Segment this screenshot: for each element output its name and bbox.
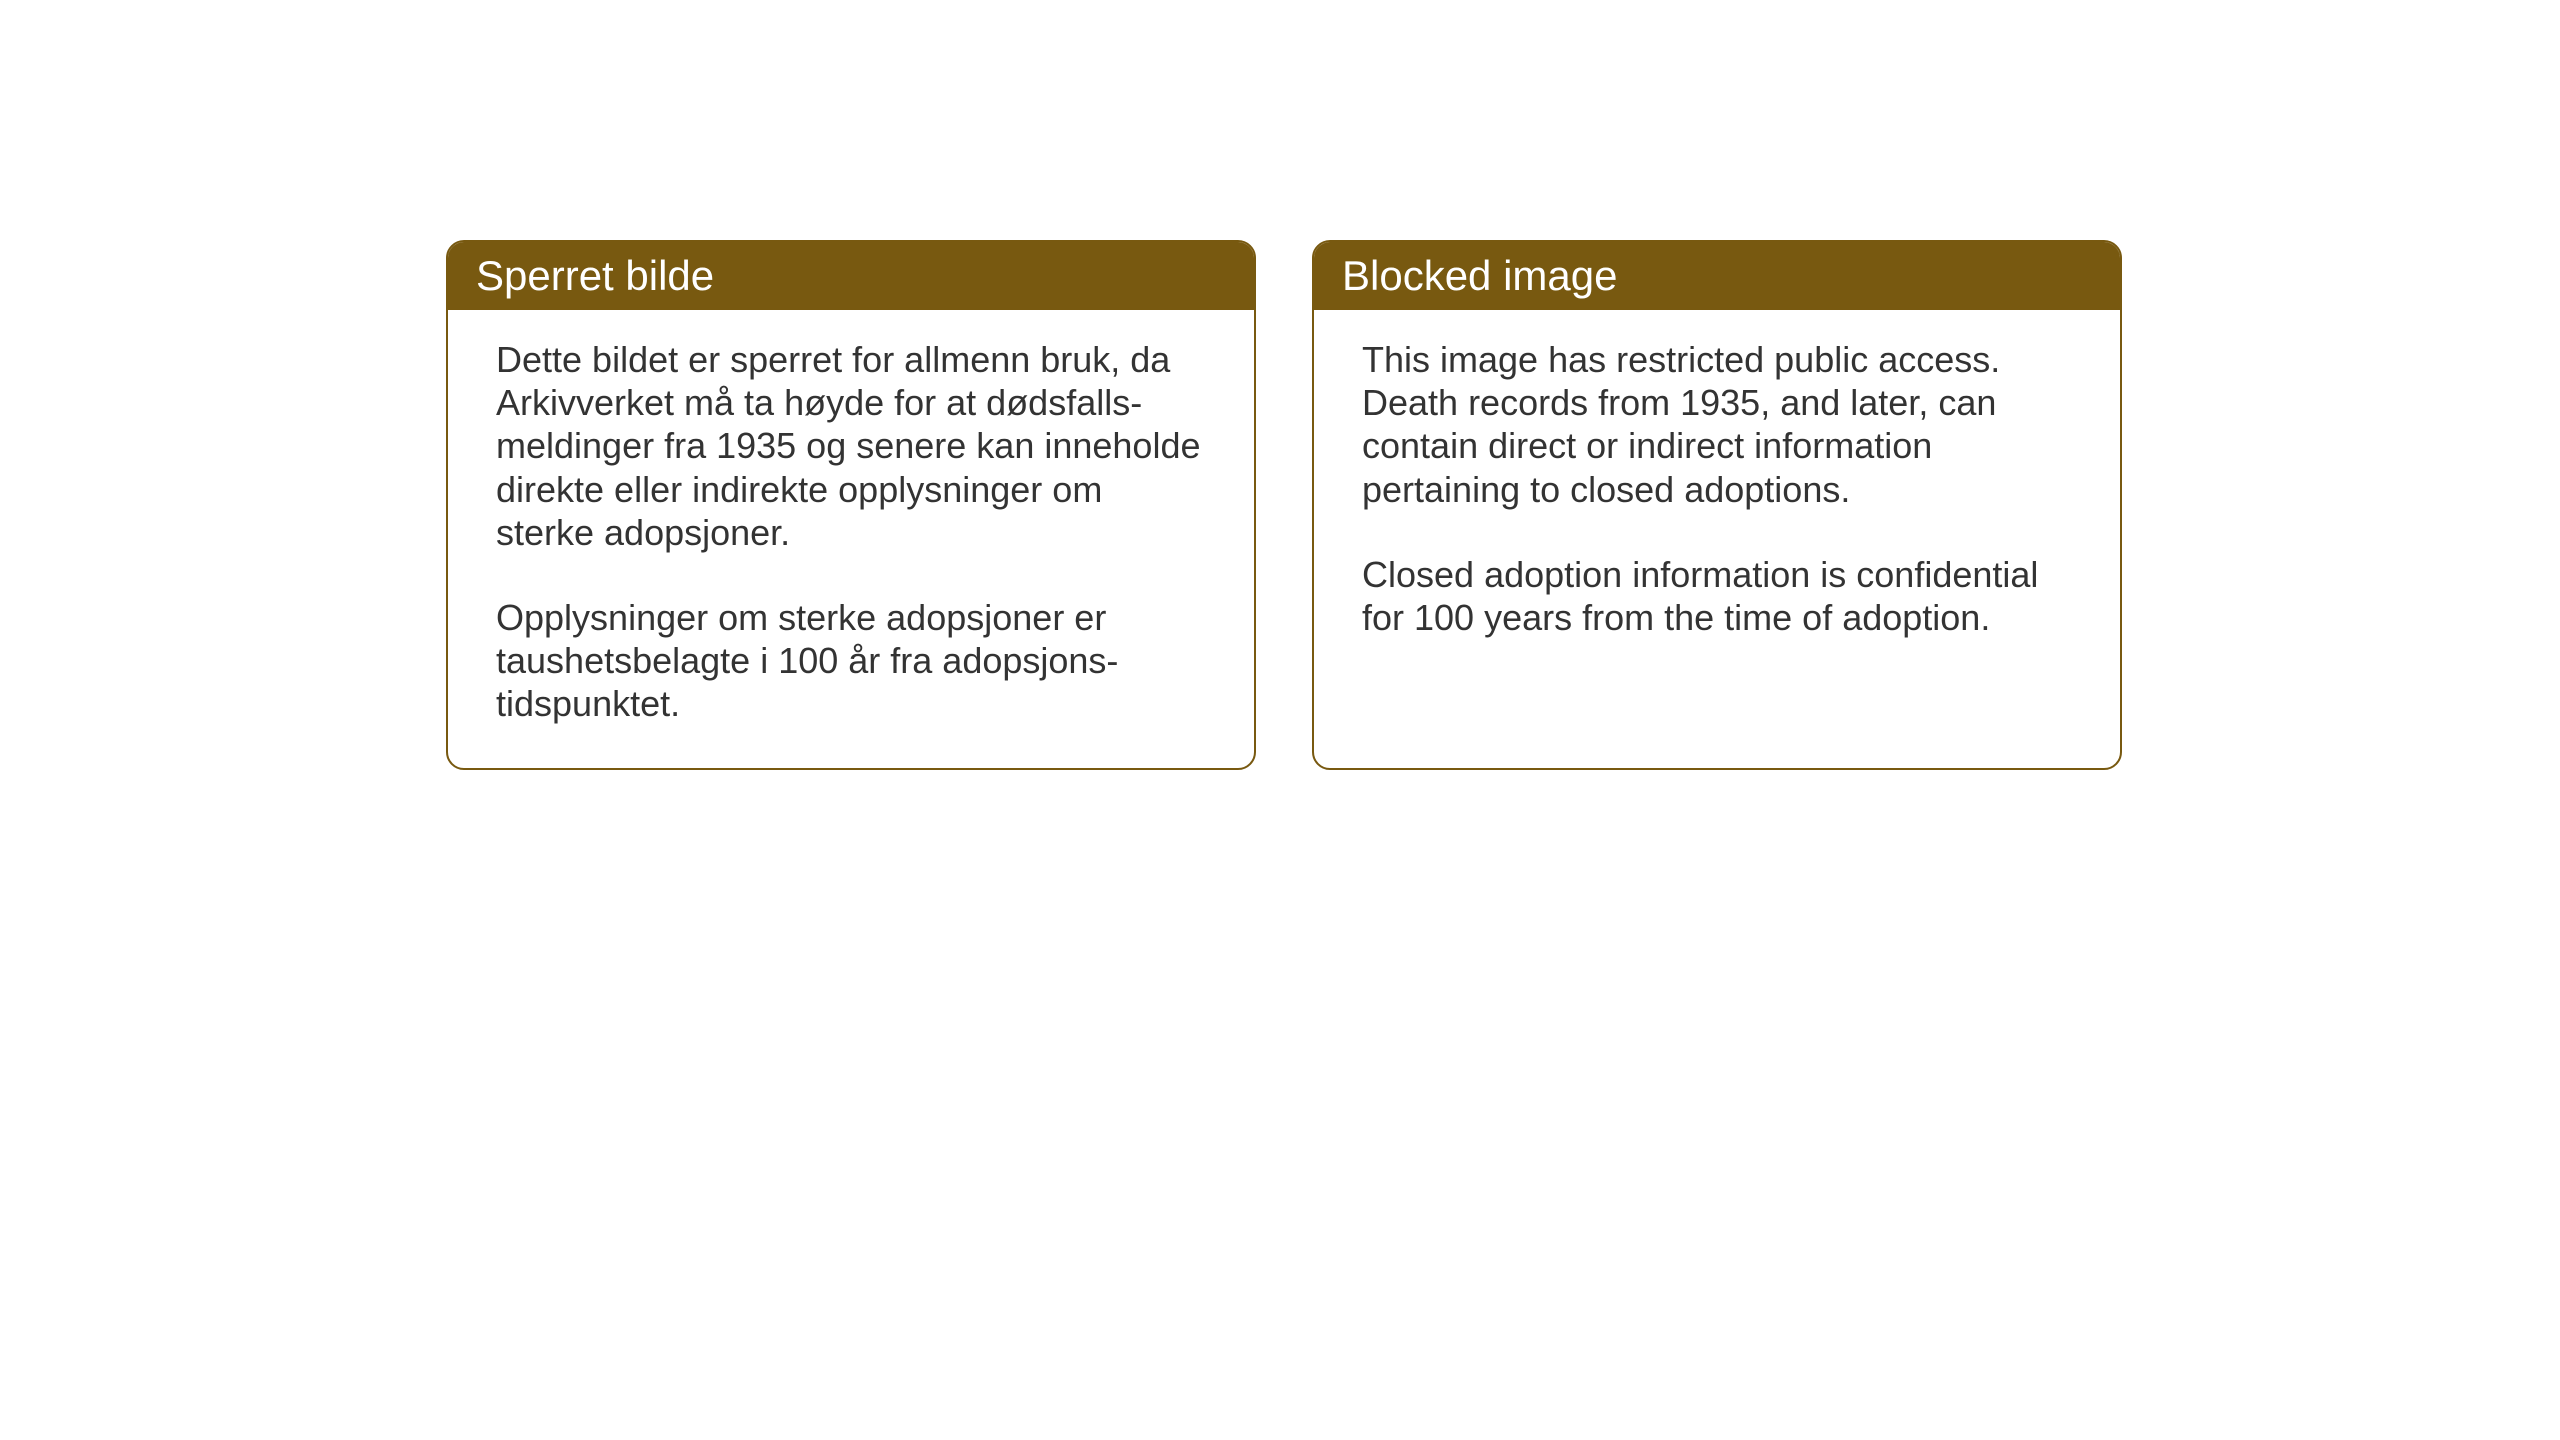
- card-norwegian: Sperret bilde Dette bildet er sperret fo…: [446, 240, 1256, 770]
- card-title-norwegian: Sperret bilde: [476, 252, 1226, 300]
- card-header-norwegian: Sperret bilde: [448, 242, 1254, 310]
- card-paragraph-2-english: Closed adoption information is confident…: [1362, 553, 2072, 639]
- card-body-english: This image has restricted public access.…: [1314, 310, 2120, 681]
- card-paragraph-2-norwegian: Opplysninger om sterke adopsjoner er tau…: [496, 596, 1206, 726]
- cards-container: Sperret bilde Dette bildet er sperret fo…: [446, 240, 2122, 770]
- card-body-norwegian: Dette bildet er sperret for allmenn bruk…: [448, 310, 1254, 768]
- card-english: Blocked image This image has restricted …: [1312, 240, 2122, 770]
- card-title-english: Blocked image: [1342, 252, 2092, 300]
- card-header-english: Blocked image: [1314, 242, 2120, 310]
- card-paragraph-1-norwegian: Dette bildet er sperret for allmenn bruk…: [496, 338, 1206, 554]
- card-paragraph-1-english: This image has restricted public access.…: [1362, 338, 2072, 511]
